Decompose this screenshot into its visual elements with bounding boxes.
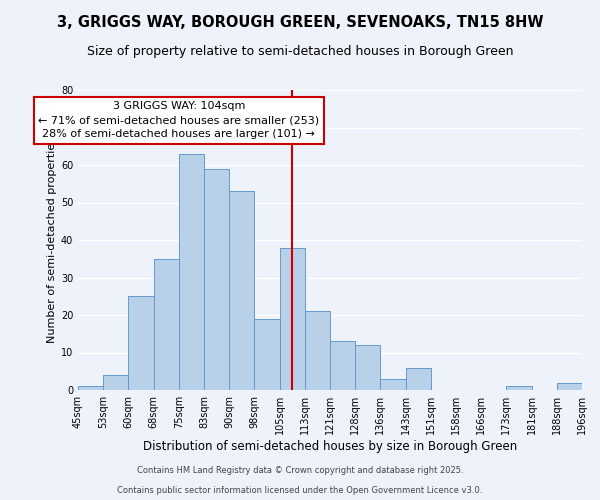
- Bar: [557, 382, 582, 390]
- Y-axis label: Number of semi-detached properties: Number of semi-detached properties: [47, 137, 56, 343]
- Bar: [103, 375, 128, 390]
- X-axis label: Distribution of semi-detached houses by size in Borough Green: Distribution of semi-detached houses by …: [143, 440, 517, 452]
- Bar: [380, 379, 406, 390]
- Text: Size of property relative to semi-detached houses in Borough Green: Size of property relative to semi-detach…: [87, 45, 513, 58]
- Bar: [506, 386, 532, 390]
- Bar: [229, 191, 254, 390]
- Bar: [179, 154, 204, 390]
- Bar: [254, 319, 280, 390]
- Text: 3 GRIGGS WAY: 104sqm
← 71% of semi-detached houses are smaller (253)
28% of semi: 3 GRIGGS WAY: 104sqm ← 71% of semi-detac…: [38, 101, 319, 139]
- Bar: [78, 386, 103, 390]
- Bar: [406, 368, 431, 390]
- Bar: [154, 259, 179, 390]
- Text: Contains HM Land Registry data © Crown copyright and database right 2025.: Contains HM Land Registry data © Crown c…: [137, 466, 463, 475]
- Text: Contains public sector information licensed under the Open Government Licence v3: Contains public sector information licen…: [118, 486, 482, 495]
- Bar: [204, 169, 229, 390]
- Bar: [305, 311, 330, 390]
- Bar: [280, 248, 305, 390]
- Bar: [128, 296, 154, 390]
- Bar: [330, 341, 355, 390]
- Text: 3, GRIGGS WAY, BOROUGH GREEN, SEVENOAKS, TN15 8HW: 3, GRIGGS WAY, BOROUGH GREEN, SEVENOAKS,…: [57, 15, 543, 30]
- Bar: [355, 345, 380, 390]
